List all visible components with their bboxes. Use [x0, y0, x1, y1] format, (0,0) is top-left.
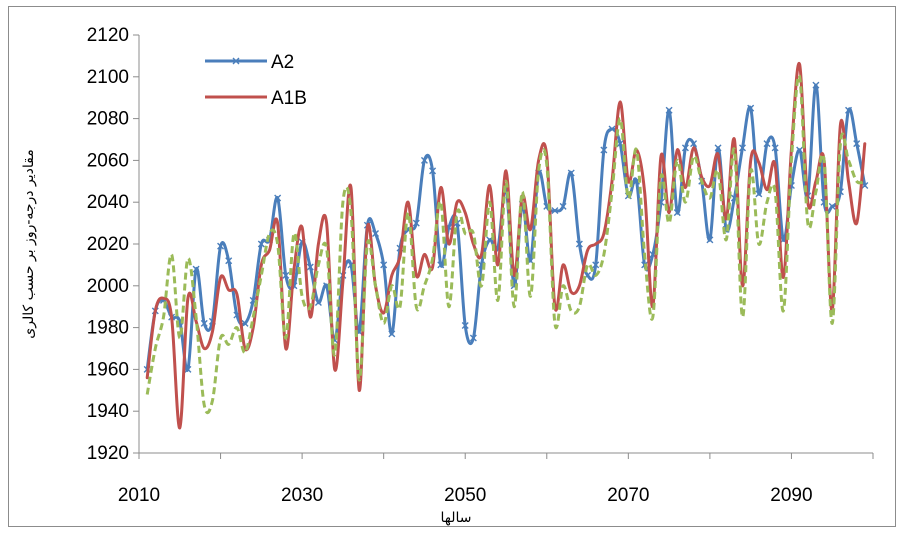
data-point-a2	[388, 330, 396, 338]
x-tick-label: 2050	[444, 485, 486, 506]
series-a1b	[145, 62, 867, 430]
legend-label: A2	[271, 52, 294, 73]
x-tick-label: 2090	[770, 485, 812, 506]
y-tick-label: 2020	[87, 234, 129, 255]
y-tick-label: 1920	[87, 443, 129, 464]
data-point-a2	[372, 230, 380, 238]
data-point-a2	[747, 104, 755, 112]
data-point-a2	[739, 144, 747, 152]
y-tick-label: 2100	[87, 67, 129, 88]
series-line-green-dashed	[145, 74, 866, 415]
y-tick-label: 1940	[87, 401, 129, 422]
data-point-a2	[567, 169, 575, 177]
data-point-a2	[225, 257, 233, 265]
data-point-a2	[429, 167, 437, 175]
data-point-a2	[314, 299, 322, 307]
data-point-a2	[853, 140, 861, 148]
data-point-a2	[420, 156, 428, 164]
data-point-a2	[796, 146, 804, 154]
x-tick-label: 2070	[607, 485, 649, 506]
y-tick-label: 2060	[87, 150, 129, 171]
data-point-a2	[681, 144, 689, 152]
data-point-a2	[184, 365, 192, 373]
data-point-a2	[755, 190, 763, 198]
data-point-a2	[763, 140, 771, 148]
x-axis-title: سالها	[441, 510, 472, 526]
data-point-a2	[690, 140, 698, 148]
data-point-a2	[200, 319, 208, 327]
data-point-a2	[192, 265, 200, 273]
data-point-a2	[469, 334, 477, 342]
y-tick-label: 1980	[87, 318, 129, 339]
y-tick-label: 2080	[87, 109, 129, 130]
legend: A2 A1B	[205, 52, 307, 109]
legend-item-a1b: A1B	[205, 88, 307, 109]
data-point-a2	[714, 144, 722, 152]
legend-marker	[232, 57, 240, 65]
data-point-a2	[461, 322, 469, 330]
data-point-a2	[306, 263, 314, 271]
data-point-a2	[412, 219, 420, 227]
y-tick-label: 1960	[87, 359, 129, 380]
y-axis-ticks: 1920 1940 1960 1980 2000 2020 2040 2060 2080 2100…	[87, 25, 139, 464]
data-point-a2	[257, 240, 265, 248]
data-point-a2	[592, 261, 600, 269]
data-point-a2	[437, 261, 445, 269]
series-green-dashed	[145, 74, 866, 415]
y-tick-label: 2120	[87, 25, 129, 46]
data-point-a2	[845, 106, 853, 114]
data-point-a2	[812, 81, 820, 89]
series-line-a1b	[145, 62, 867, 430]
data-point-a2	[241, 319, 249, 327]
data-point-a2	[608, 125, 616, 133]
data-point-a2	[551, 207, 559, 215]
x-tick-label: 2030	[281, 485, 323, 506]
data-point-a2	[771, 144, 779, 152]
data-point-a2	[828, 202, 836, 210]
legend-item-a2: A2	[205, 52, 294, 73]
x-axis-ticks: 2010 2030 2050 2070 2090	[118, 453, 874, 506]
y-tick-label: 2040	[87, 192, 129, 213]
line-chart: 1920 1940 1960 1980 2000 2020 2040 2060 2080 2100…	[21, 25, 874, 526]
x-tick-label: 2010	[118, 485, 160, 506]
data-point-a2	[274, 194, 282, 202]
data-point-a2	[575, 240, 583, 248]
data-point-a2	[217, 242, 225, 250]
data-point-a2	[600, 146, 608, 154]
y-tick-label: 2000	[87, 276, 129, 297]
chart-frame: 1920 1940 1960 1980 2000 2020 2040 2060 2080 2100…	[8, 6, 896, 527]
data-point-a2	[380, 261, 388, 269]
data-point-a2	[282, 271, 290, 279]
data-point-a2	[673, 209, 681, 217]
legend-label: A1B	[271, 88, 307, 109]
data-point-a2	[665, 106, 673, 114]
series-lines	[143, 62, 869, 430]
y-axis-title: مقادیر درجه-روز بر حسب کالری	[21, 149, 37, 338]
data-point-a2	[559, 202, 567, 210]
data-point-a2	[706, 236, 714, 244]
